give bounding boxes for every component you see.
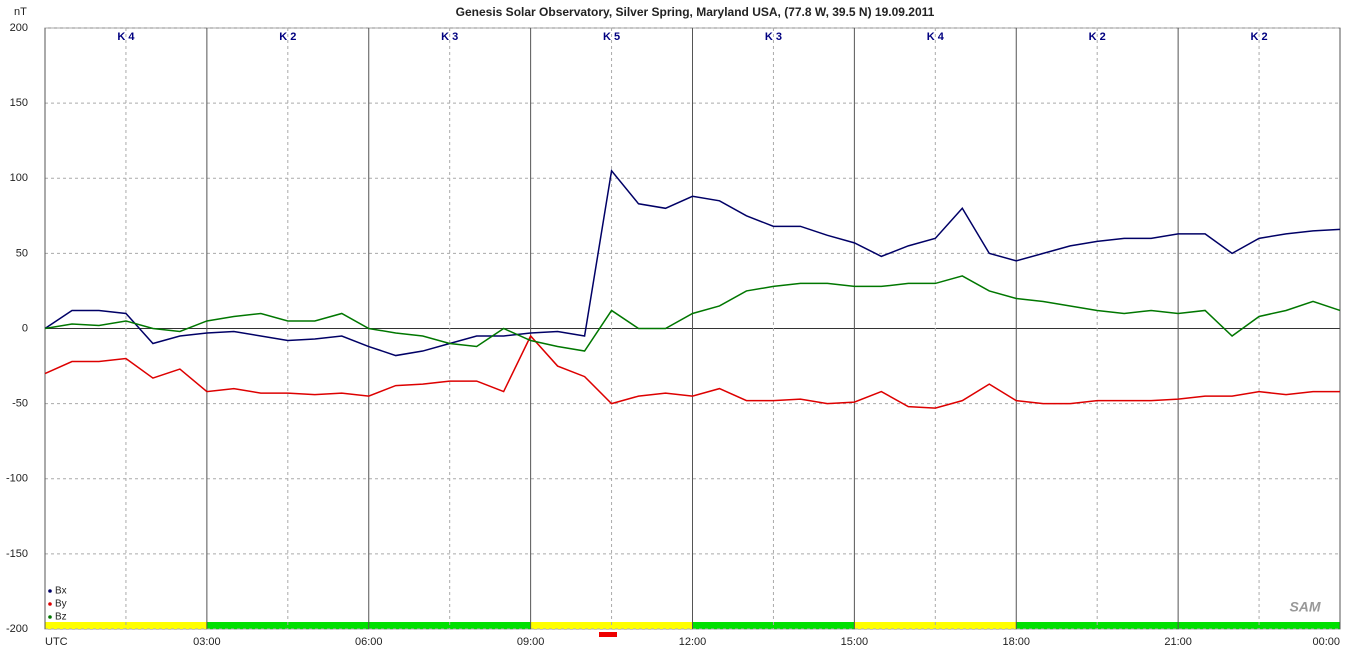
x-tick-label: 03:00: [193, 636, 221, 648]
legend-marker: [48, 615, 52, 619]
y-tick-label: 200: [10, 22, 28, 34]
series-line: [44, 168, 1341, 357]
chart-title: Genesis Solar Observatory, Silver Spring…: [456, 5, 935, 19]
legend-marker: [48, 589, 52, 593]
k-index-label: K 4: [117, 31, 135, 43]
y-tick-label: -100: [6, 473, 28, 485]
status-segment: [854, 622, 1017, 629]
alert-marker: [599, 632, 617, 637]
k-index-label: K 2: [1089, 31, 1106, 43]
logo: SAM: [1289, 599, 1320, 615]
k-index-label: K 2: [279, 31, 296, 43]
x-tick-label: UTC: [45, 636, 68, 648]
x-tick-label: 00:00: [1312, 636, 1340, 648]
status-segment: [45, 622, 207, 629]
status-segment: [530, 622, 693, 629]
x-tick-label: 06:00: [355, 636, 383, 648]
k-index-label: K 3: [441, 31, 458, 43]
y-tick-label: -150: [6, 548, 28, 560]
k-index-label: K 2: [1251, 31, 1268, 43]
x-tick-label: 12:00: [679, 636, 707, 648]
series-line: [44, 334, 1340, 409]
y-tick-label: 50: [16, 247, 28, 259]
x-tick-label: 18:00: [1002, 636, 1030, 648]
k-index-label: K 5: [603, 31, 620, 43]
legend-label: Bz: [55, 612, 67, 623]
legend-label: Bx: [55, 586, 67, 597]
x-tick-label: 15:00: [841, 636, 869, 648]
k-index-label: K 3: [765, 31, 782, 43]
legend-label: By: [55, 599, 67, 610]
legend-marker: [48, 602, 52, 606]
y-tick-label: -50: [12, 398, 28, 410]
y-axis-label: nT: [14, 6, 27, 18]
x-tick-label: 09:00: [517, 636, 545, 648]
y-tick-label: 150: [10, 97, 28, 109]
x-tick-label: 21:00: [1164, 636, 1192, 648]
k-index-label: K 4: [927, 31, 945, 43]
series-line: [44, 275, 1341, 352]
y-tick-label: -200: [6, 623, 28, 635]
status-segment: [692, 622, 855, 629]
y-tick-label: 0: [22, 322, 28, 334]
y-tick-label: 100: [10, 172, 28, 184]
